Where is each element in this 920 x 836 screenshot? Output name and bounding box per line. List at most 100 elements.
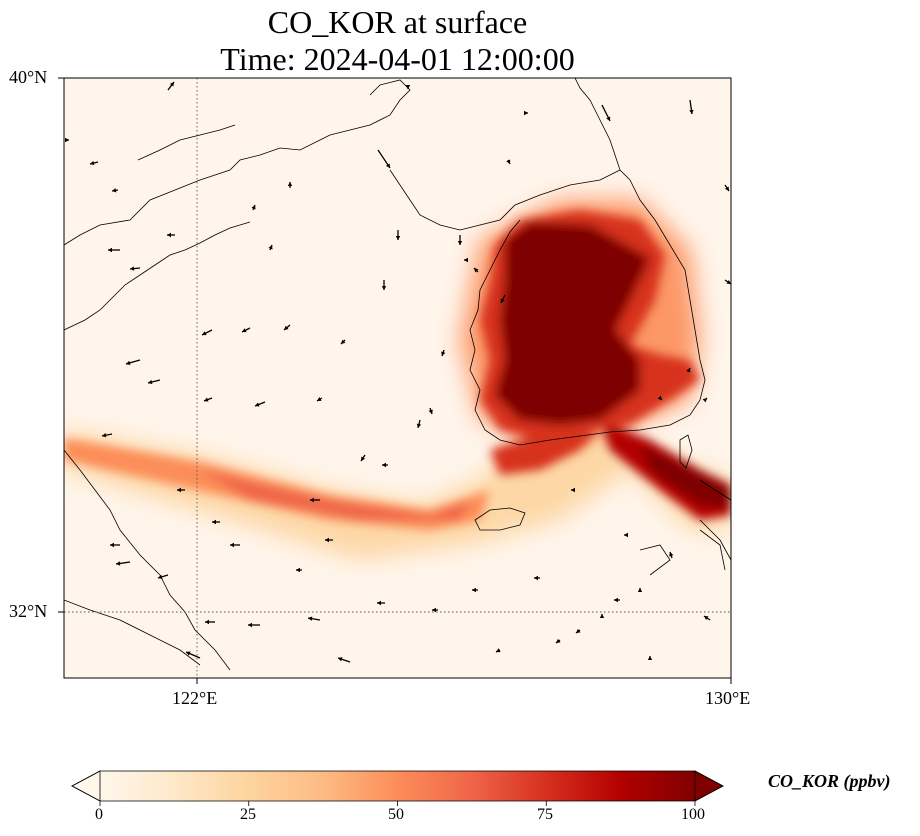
wind-arrow (111, 188, 119, 193)
wind-arrow (201, 329, 213, 336)
wind-arrow (185, 651, 201, 659)
colorbar-tick-label: 100 (681, 806, 705, 823)
wind-arrow (395, 230, 401, 240)
wind-arrow (724, 184, 730, 192)
colorbar-tick-label: 0 (95, 806, 103, 823)
map-frame (63, 77, 732, 679)
wind-arrow (637, 588, 643, 592)
wind-arrow (473, 267, 479, 273)
axis-ticks (58, 77, 732, 684)
coastline-yangtze (64, 599, 201, 666)
wind-arrow (702, 397, 708, 403)
wind-arrow (669, 551, 674, 559)
wind-arrow (601, 104, 611, 122)
wind-arrow (287, 182, 293, 188)
coastline-korea (469, 169, 706, 446)
wind-arrow (428, 407, 433, 415)
wind-arrow (360, 454, 366, 462)
coastline-shandong (64, 221, 251, 331)
wind-arrow (89, 160, 99, 166)
wind-arrow (441, 349, 446, 357)
wind-arrow (254, 401, 266, 407)
colorbar-gradient (100, 771, 695, 801)
wind-arrow (110, 542, 120, 548)
wind-arrow (310, 497, 320, 503)
wind-arrow (506, 159, 511, 165)
wind-arrow (464, 257, 468, 263)
wind-arrow (614, 597, 620, 603)
wind-arrow (115, 561, 131, 566)
wind-vectors (65, 81, 731, 663)
wind-arrow (307, 616, 321, 621)
coastlines (64, 78, 731, 671)
coastline-kyushu (639, 479, 731, 576)
wind-arrow (686, 367, 691, 373)
colorbar-extend-min (71, 770, 101, 802)
wind-arrow (555, 638, 561, 644)
wind-arrow (251, 204, 256, 211)
colorbar (71, 770, 724, 806)
coastline-north-korea-west (389, 169, 621, 231)
wind-arrow (340, 339, 346, 345)
wind-arrow (101, 433, 113, 438)
wind-arrow (689, 99, 694, 115)
coastline-jeju (474, 507, 526, 531)
wind-arrow (177, 487, 185, 493)
coastline-korea-east (574, 78, 621, 171)
wind-arrow (432, 607, 438, 613)
coastline-tsushima (679, 434, 693, 469)
colorbar-extend-max (694, 770, 724, 802)
wind-arrow (268, 244, 273, 251)
wind-arrow (248, 622, 260, 628)
wind-arrow (316, 397, 323, 402)
wind-arrow (524, 110, 528, 116)
wind-arrow (241, 327, 251, 333)
wind-arrow (534, 575, 540, 581)
wind-arrow (382, 462, 388, 468)
gridlines (64, 78, 731, 678)
wind-arrow (167, 232, 175, 238)
wind-arrow (457, 235, 463, 245)
wind-arrow (129, 266, 141, 271)
plume-core (64, 210, 731, 530)
colorbar-tick-label: 75 (537, 806, 553, 823)
colorbar-tick-label: 50 (388, 806, 404, 823)
wind-arrow (377, 600, 385, 606)
wind-arrow (147, 379, 161, 385)
lon-label-130E: 130°E (705, 688, 751, 708)
wind-arrow (500, 294, 506, 304)
wind-arrow (647, 656, 653, 660)
colorbar-ticks (99, 801, 696, 806)
wind-arrow (703, 615, 711, 621)
wind-arrow (65, 137, 69, 143)
wind-arrow (472, 587, 478, 593)
colorbar-tick-label: 25 (240, 806, 256, 823)
wind-arrow (125, 359, 141, 366)
wind-arrow (283, 324, 291, 331)
wind-arrow (377, 149, 391, 169)
wind-arrow (325, 537, 333, 543)
wind-arrow (203, 397, 213, 402)
wind-arrow (724, 279, 731, 285)
wind-arrow (167, 81, 175, 91)
coastline-bohai (137, 124, 236, 161)
figure-time-subtitle: Time: 2024-04-01 12:00:00 (220, 41, 575, 77)
wind-arrow (230, 542, 240, 548)
wind-arrow (108, 247, 120, 253)
wind-arrow (296, 567, 302, 573)
wind-arrow (571, 487, 575, 493)
wind-arrow (212, 519, 220, 525)
concentration-field (64, 200, 731, 560)
wind-arrow (205, 619, 215, 625)
wind-arrow (495, 648, 501, 653)
wind-arrow (381, 280, 387, 290)
wind-arrow (624, 532, 628, 538)
wind-arrow (405, 85, 411, 89)
wind-arrow (657, 395, 663, 401)
wind-arrow (416, 419, 422, 429)
wind-arrow (337, 657, 351, 663)
wind-arrow (599, 614, 605, 618)
wind-arrow (575, 628, 581, 634)
lon-label-122E: 122°E (172, 688, 218, 708)
